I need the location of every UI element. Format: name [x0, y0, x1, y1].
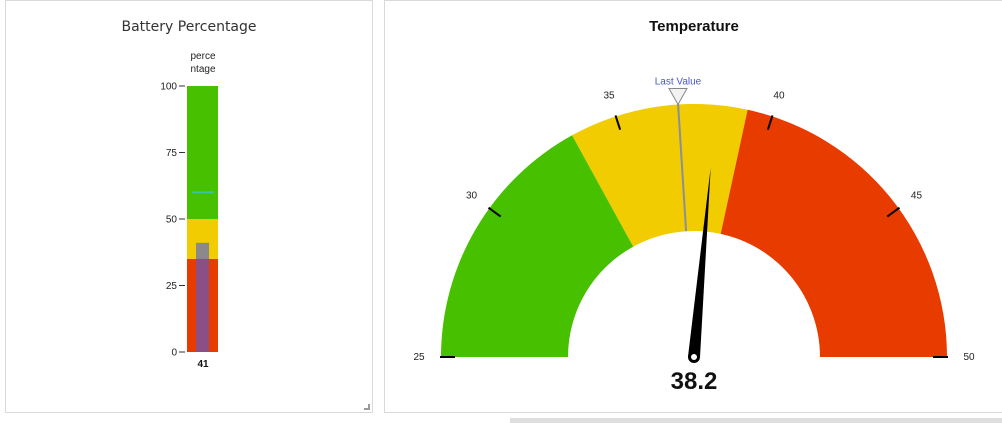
battery-tick-label: 50 — [166, 215, 178, 226]
gauge-tick-label: 25 — [413, 352, 425, 363]
battery-value-bar-top — [196, 242, 209, 259]
battery-tick-label: 100 — [160, 82, 177, 93]
gauge-value-label: 38.2 — [671, 368, 718, 395]
temperature-panel: Temperature 25 30 35 40 45 50 Last Value 38.2 — [384, 0, 1002, 413]
panel-resize-handle[interactable] — [364, 404, 370, 410]
temperature-title: Temperature — [649, 18, 739, 35]
battery-panel: Battery Percentage perce ntage 100 75 50 25… — [5, 0, 373, 413]
horizontal-scrollbar[interactable] — [510, 418, 1002, 423]
gauge-band-2 — [720, 109, 947, 358]
temperature-gauge: 25 30 35 40 45 50 Last Value 38.2 — [413, 77, 975, 395]
battery-chart: perce ntage 100 75 50 25 0 41 — [160, 51, 218, 370]
gauge-tick-label: 45 — [911, 190, 923, 201]
gauge-needle-hub-center — [691, 354, 697, 360]
gauge-tick-label: 40 — [773, 90, 785, 101]
gauge-tick-mark — [614, 115, 622, 131]
gauge-tick-label: 30 — [466, 190, 478, 201]
battery-tick-label: 75 — [166, 148, 178, 159]
battery-title: Battery Percentage — [121, 19, 257, 35]
battery-value-label: 41 — [197, 359, 209, 370]
gauge-band-0 — [441, 135, 634, 357]
last-value-marker-icon — [668, 88, 688, 106]
gauge-band-1 — [572, 104, 748, 247]
last-value-marker-line — [676, 102, 688, 232]
battery-axis-label-line2: ntage — [190, 64, 215, 75]
battery-axis-label-line1: perce — [190, 51, 215, 62]
gauge-tick-mark — [766, 115, 774, 131]
battery-tick-label: 0 — [171, 348, 177, 359]
battery-band-2 — [187, 86, 218, 219]
battery-value-bar — [196, 242, 209, 352]
gauge-needle — [688, 167, 711, 358]
last-value-label: Last Value — [655, 77, 702, 88]
gauge-tick-label: 35 — [603, 90, 615, 101]
gauge-tick-mark — [487, 206, 502, 218]
gauge-tick-label: 50 — [963, 352, 975, 363]
battery-tick-label: 25 — [166, 281, 178, 292]
gauge-tick-mark — [886, 206, 901, 218]
